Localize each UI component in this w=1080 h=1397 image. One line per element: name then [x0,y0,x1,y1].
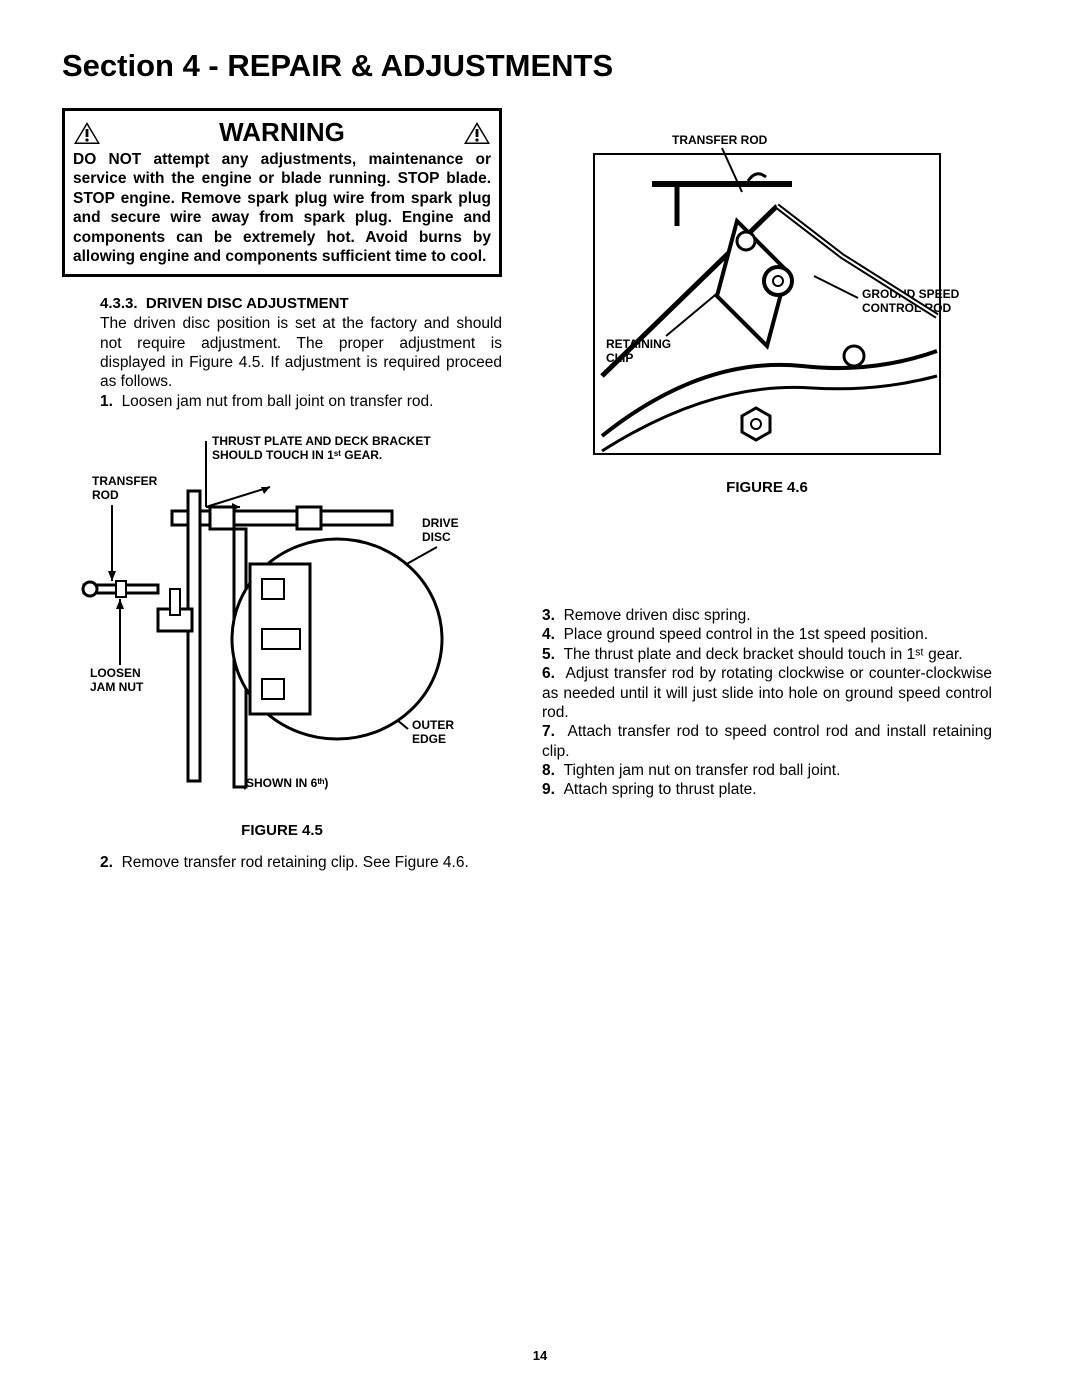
step-9: 9. Attach spring to thrust plate. [542,780,992,799]
step-4: 4. Place ground speed control in the 1st… [542,625,992,644]
label-shown: (SHOWN IN 6ᵗʰ) [242,776,328,790]
label-loosen: LOOSEN [90,666,141,680]
warning-body-text: DO NOT attempt any adjustments, maintena… [73,150,491,266]
warning-triangle-icon [73,121,101,145]
page-number: 14 [0,1348,1080,1363]
step-3: 3. Remove driven disc spring. [542,606,992,625]
warning-header: WARNING [73,117,491,148]
label-transfer: TRANSFER [92,474,158,488]
subsection-number: 4.3.3. [100,295,138,312]
step-5-text: The thrust plate and deck bracket should… [564,646,963,663]
step-4-text: Place ground speed control in the 1st sp… [564,626,929,643]
label-transfer-rod: TRANSFER ROD [672,133,768,147]
label-thrust2: SHOULD TOUCH IN 1ˢᵗ GEAR. [212,448,382,462]
figure-4-5-caption: FIGURE 4.5 [62,822,502,839]
figure-4-5-diagram: THRUST PLATE AND DECK BRACKET SHOULD TOU… [62,429,482,809]
left-column: WARNING DO NOT attempt any adjustments, … [62,108,502,873]
figure-4-5: THRUST PLATE AND DECK BRACKET SHOULD TOU… [62,429,502,839]
subsection-heading: 4.3.3. DRIVEN DISC ADJUSTMENT [100,295,502,312]
two-column-layout: WARNING DO NOT attempt any adjustments, … [62,108,1018,873]
right-column: TRANSFER ROD GROUND SPEED CONTROL ROD RE… [542,108,992,873]
label-outer: OUTER [412,718,454,732]
step-8: 8. Tighten jam nut on transfer rod ball … [542,761,992,780]
figure-4-6-caption: FIGURE 4.6 [542,479,992,496]
step-5: 5. The thrust plate and deck bracket sho… [542,645,992,664]
step-1: 1. Loosen jam nut from ball joint on tra… [100,392,502,411]
figure-4-6-diagram: TRANSFER ROD GROUND SPEED CONTROL ROD RE… [542,126,992,466]
warning-title: WARNING [101,117,463,148]
steps-right-list: 3. Remove driven disc spring. 4. Place g… [542,606,992,800]
warning-triangle-icon [463,121,491,145]
label-jamnut: JAM NUT [90,680,144,694]
label-ground2: CONTROL ROD [862,301,951,315]
label-edge: EDGE [412,732,446,746]
label-disc: DISC [422,530,451,544]
subsection-intro: The driven disc position is set at the f… [100,314,502,392]
step-9-text: Attach spring to thrust plate. [564,781,757,798]
label-rod: ROD [92,488,119,502]
step-6-text: Adjust transfer rod by rotating clockwis… [542,665,992,721]
step-2: 2. Remove transfer rod retaining clip. S… [100,853,502,872]
step-8-text: Tighten jam nut on transfer rod ball joi… [564,762,841,779]
section-title: Section 4 - REPAIR & ADJUSTMENTS [62,48,1018,84]
step-7: 7. Attach transfer rod to speed control … [542,722,992,761]
warning-box: WARNING DO NOT attempt any adjustments, … [62,108,502,277]
step-1-text: Loosen jam nut from ball joint on transf… [122,393,434,410]
figure-4-6: TRANSFER ROD GROUND SPEED CONTROL ROD RE… [542,126,992,496]
step-7-text: Attach transfer rod to speed control rod… [542,723,992,759]
step-3-text: Remove driven disc spring. [564,607,751,624]
step-6: 6. Adjust transfer rod by rotating clock… [542,664,992,722]
label-drive: DRIVE [422,516,459,530]
label-thrust: THRUST PLATE AND DECK BRACKET [212,434,431,448]
subsection-title: DRIVEN DISC ADJUSTMENT [146,295,349,312]
step-2-text: Remove transfer rod retaining clip. See … [122,854,469,871]
